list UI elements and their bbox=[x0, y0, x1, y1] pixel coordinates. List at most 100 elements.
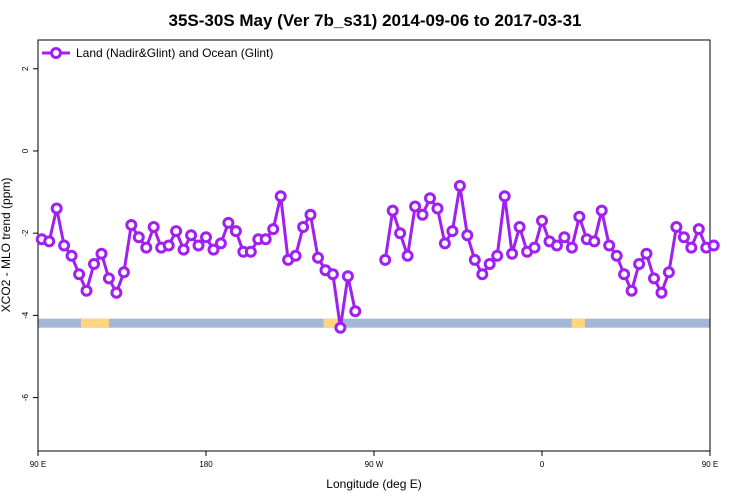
data-point bbox=[102, 272, 115, 285]
data-point bbox=[610, 249, 623, 262]
axis-ticks bbox=[33, 68, 711, 456]
data-point bbox=[110, 286, 123, 299]
data-point bbox=[185, 229, 198, 242]
data-point bbox=[550, 239, 563, 252]
data-point bbox=[476, 268, 489, 281]
data-point bbox=[334, 321, 347, 334]
data-point bbox=[528, 241, 541, 254]
legend: Land (Nadir&Glint) and Ocean (Glint) bbox=[42, 46, 273, 60]
chart-title: 35S-30S May (Ver 7b_s31) 2014-09-06 to 2… bbox=[169, 11, 582, 30]
data-point bbox=[565, 241, 578, 254]
x-tick-label: 90 W bbox=[365, 460, 384, 469]
data-point bbox=[267, 223, 280, 236]
data-point bbox=[431, 202, 444, 215]
data-point bbox=[200, 231, 212, 244]
data-point bbox=[685, 241, 698, 254]
data-point bbox=[677, 231, 690, 244]
legend-label: Land (Nadir&Glint) and Ocean (Glint) bbox=[76, 46, 273, 60]
y-tick-label: -2 bbox=[21, 229, 30, 237]
data-point bbox=[229, 225, 242, 238]
ocean-band bbox=[38, 318, 710, 328]
legend-marker bbox=[50, 47, 62, 59]
data-point bbox=[80, 284, 93, 297]
data-point bbox=[446, 225, 459, 238]
data-point bbox=[88, 258, 100, 270]
data-point bbox=[304, 208, 317, 221]
data-point bbox=[349, 305, 362, 318]
data-point bbox=[513, 221, 526, 233]
y-tick-label: -4 bbox=[21, 311, 30, 319]
land-band bbox=[80, 318, 109, 328]
data-point bbox=[573, 210, 586, 223]
y-tick-label: -6 bbox=[21, 393, 30, 401]
data-point bbox=[379, 253, 392, 266]
data-point bbox=[438, 237, 451, 250]
data-point bbox=[662, 266, 675, 279]
data-point bbox=[655, 286, 668, 299]
data-point bbox=[461, 229, 474, 242]
x-tick-label: 90 E bbox=[702, 460, 718, 469]
data-point bbox=[73, 268, 86, 281]
x-tick-label: 0 bbox=[540, 460, 545, 469]
data-point bbox=[498, 190, 511, 203]
data-point bbox=[259, 233, 272, 246]
data-point bbox=[386, 204, 399, 217]
x-tick-label: 90 E bbox=[30, 460, 46, 469]
y-tick-label: 0 bbox=[21, 148, 30, 153]
data-point bbox=[491, 249, 504, 262]
data-point bbox=[132, 231, 145, 244]
data-point bbox=[670, 221, 683, 233]
data-point bbox=[177, 243, 190, 256]
data-point bbox=[274, 190, 287, 203]
data-point bbox=[588, 235, 601, 248]
data-point bbox=[409, 200, 422, 213]
data-point bbox=[618, 268, 631, 281]
x-axis-label: Longitude (deg E) bbox=[326, 477, 421, 491]
data-point bbox=[170, 225, 183, 238]
data-point bbox=[401, 249, 414, 262]
series-layer bbox=[35, 179, 720, 334]
land-band bbox=[571, 318, 585, 328]
data-point bbox=[289, 249, 302, 262]
data-point bbox=[326, 268, 339, 281]
surface-band bbox=[38, 318, 710, 328]
data-point bbox=[65, 249, 78, 262]
data-point bbox=[625, 284, 638, 297]
tick-labels: 90 E 180 90 W 0 90 E 2 0 -2 -4 -6 bbox=[21, 66, 718, 469]
data-point bbox=[453, 179, 466, 192]
data-point bbox=[312, 251, 324, 264]
data-point bbox=[416, 208, 429, 221]
data-point bbox=[297, 221, 310, 233]
data-point bbox=[640, 247, 653, 260]
data-point bbox=[162, 239, 175, 252]
data-point bbox=[95, 247, 108, 260]
data-point bbox=[633, 258, 646, 270]
data-point bbox=[117, 266, 130, 279]
data-point bbox=[603, 239, 616, 252]
data-point bbox=[192, 239, 205, 252]
data-point bbox=[648, 272, 660, 285]
data-point bbox=[214, 237, 227, 250]
x-tick-label: 180 bbox=[199, 460, 213, 469]
data-point bbox=[595, 204, 608, 217]
y-tick-label: 2 bbox=[21, 66, 30, 71]
data-point bbox=[140, 241, 153, 254]
data-point bbox=[424, 192, 436, 205]
data-point bbox=[341, 270, 354, 283]
data-point bbox=[43, 235, 56, 248]
data-point bbox=[506, 247, 519, 260]
data-point bbox=[483, 258, 496, 270]
data-point bbox=[692, 223, 705, 236]
data-point bbox=[207, 243, 220, 256]
y-axis-label: XCO2 - MLO trend (ppm) bbox=[0, 178, 13, 313]
data-point bbox=[394, 227, 407, 240]
data-point bbox=[558, 231, 571, 244]
land-band bbox=[323, 318, 343, 328]
data-point bbox=[222, 216, 235, 229]
data-point bbox=[707, 239, 720, 252]
data-point bbox=[147, 221, 160, 233]
data-point bbox=[244, 245, 257, 258]
data-point bbox=[125, 219, 138, 231]
data-point bbox=[468, 253, 481, 266]
